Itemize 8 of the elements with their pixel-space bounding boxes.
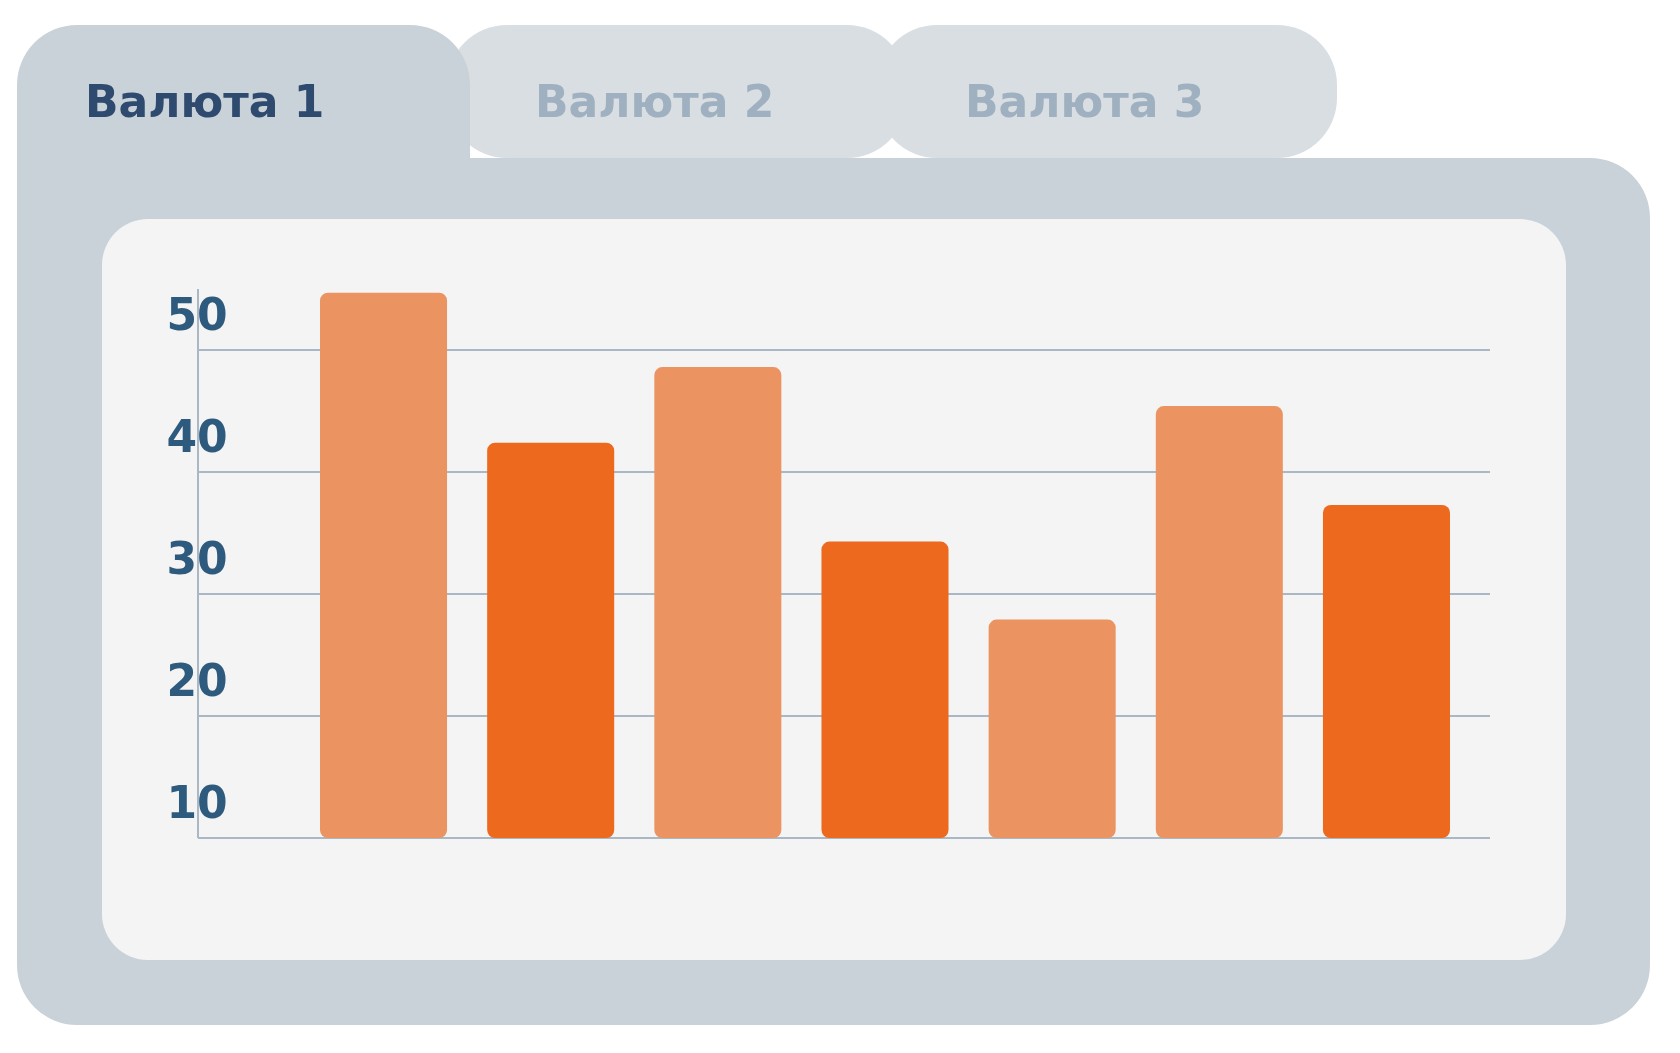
y-tick-label: 30 xyxy=(166,533,228,584)
y-tick-label: 20 xyxy=(166,655,228,706)
text: Валюта 2 xyxy=(535,76,775,127)
y-tick-label: 50 xyxy=(166,289,228,340)
y-tick-label: 10 xyxy=(166,777,228,828)
text: Валюта 3 xyxy=(965,76,1205,127)
text: Валюта 1 xyxy=(85,76,325,127)
y-tick-label: 40 xyxy=(166,411,228,462)
